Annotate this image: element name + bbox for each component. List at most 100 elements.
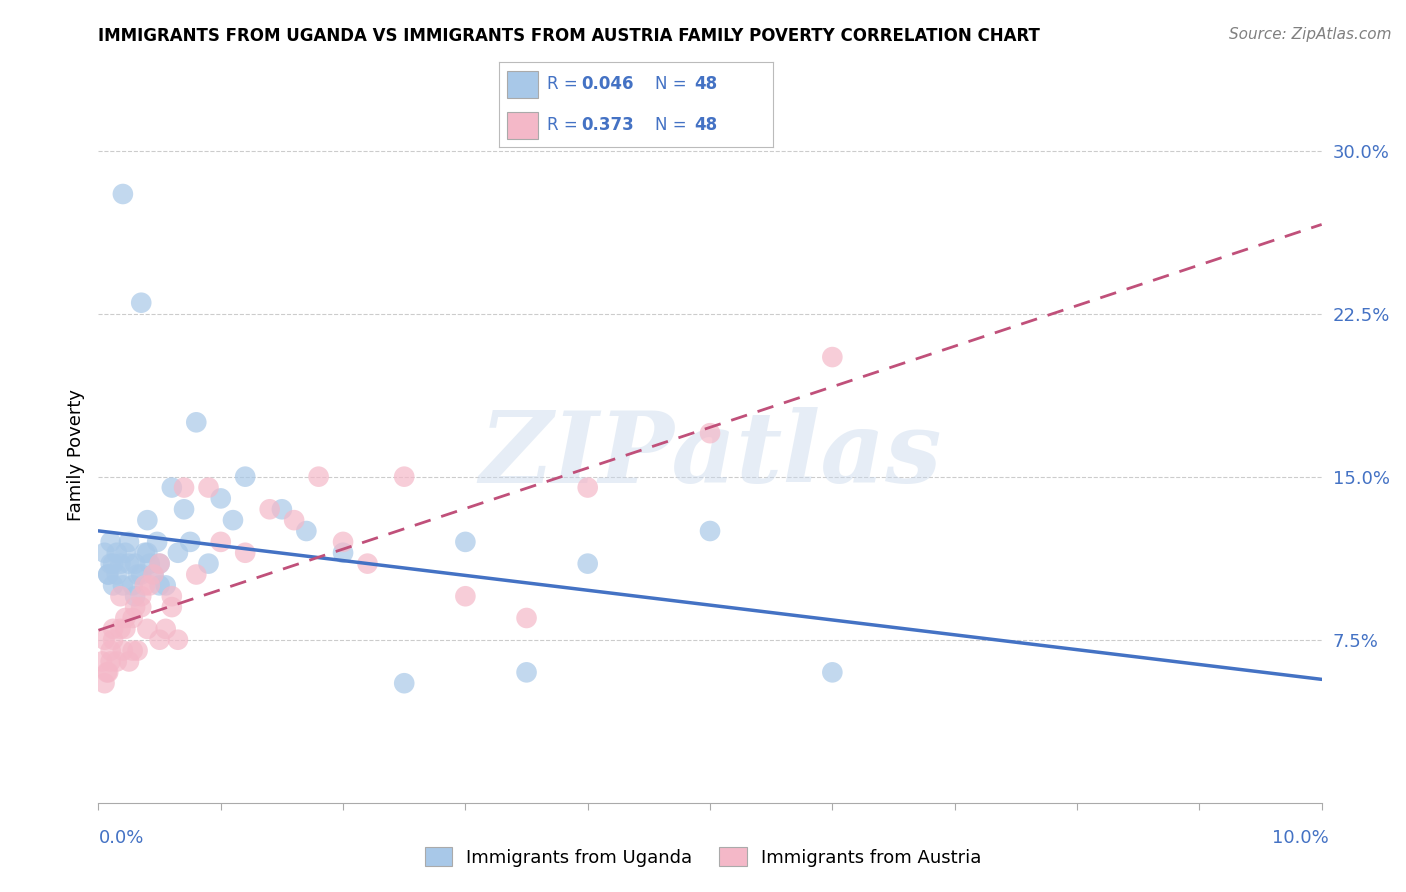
Point — [111, 643, 134, 657]
Text: 0.373: 0.373 — [582, 116, 634, 134]
Point — [173, 502, 195, 516]
Point — [114, 611, 136, 625]
Point — [127, 643, 149, 657]
Point — [121, 611, 143, 625]
Legend: Immigrants from Uganda, Immigrants from Austria: Immigrants from Uganda, Immigrants from … — [418, 840, 988, 874]
Point — [114, 622, 136, 636]
Point — [146, 535, 169, 549]
Point — [332, 546, 354, 560]
Point — [197, 481, 219, 495]
Point — [186, 567, 208, 582]
Text: IMMIGRANTS FROM UGANDA VS IMMIGRANTS FROM AUSTRIA FAMILY POVERTY CORRELATION CHA: IMMIGRANTS FROM UGANDA VS IMMIGRANTS FRO… — [98, 27, 1040, 45]
Point — [149, 578, 172, 592]
Point — [100, 557, 122, 571]
Point — [160, 589, 183, 603]
Text: N =: N = — [655, 76, 688, 94]
Point — [136, 546, 159, 560]
Point — [160, 600, 183, 615]
Point — [121, 578, 143, 592]
Point — [124, 589, 146, 603]
Point — [121, 643, 143, 657]
Point — [129, 589, 152, 603]
Text: ZIPatlas: ZIPatlas — [479, 407, 941, 503]
Point — [114, 546, 136, 560]
Point — [93, 632, 115, 647]
Point — [392, 676, 416, 690]
Point — [516, 665, 538, 680]
Point — [699, 426, 721, 441]
Point — [136, 622, 159, 636]
Point — [160, 481, 183, 495]
Point — [129, 295, 152, 310]
Point — [127, 567, 149, 582]
Point — [295, 524, 318, 538]
Point — [118, 535, 141, 549]
Point — [136, 513, 159, 527]
Point — [142, 567, 165, 582]
Point — [101, 557, 124, 571]
Point — [105, 567, 128, 582]
Point — [167, 546, 190, 560]
Point — [356, 557, 378, 571]
Point — [821, 665, 844, 680]
Point — [139, 557, 162, 571]
Point — [155, 622, 177, 636]
Point — [179, 535, 201, 549]
Bar — [508, 112, 537, 139]
Point — [129, 600, 152, 615]
Point — [105, 546, 128, 560]
Point — [91, 655, 114, 669]
Point — [454, 589, 477, 603]
Point — [93, 676, 115, 690]
Point — [97, 567, 120, 582]
Text: R =: R = — [547, 116, 578, 134]
Point — [100, 643, 122, 657]
Point — [124, 600, 146, 615]
Point — [110, 557, 132, 571]
Point — [105, 655, 128, 669]
Point — [332, 535, 354, 549]
Point — [167, 632, 190, 647]
Text: 48: 48 — [693, 116, 717, 134]
Point — [97, 567, 120, 582]
Point — [576, 481, 599, 495]
Point — [110, 622, 132, 636]
Point — [118, 655, 141, 669]
Text: 48: 48 — [693, 76, 717, 94]
Point — [270, 502, 294, 516]
Bar — [508, 71, 537, 98]
Point — [142, 567, 165, 582]
Point — [149, 632, 172, 647]
Point — [139, 578, 162, 592]
Point — [516, 611, 538, 625]
Point — [209, 491, 232, 506]
Point — [233, 546, 256, 560]
Point — [134, 578, 156, 592]
Point — [101, 632, 124, 647]
Point — [392, 469, 416, 483]
Point — [111, 578, 134, 592]
Point — [576, 557, 599, 571]
Text: N =: N = — [655, 116, 688, 134]
Point — [124, 557, 146, 571]
Point — [259, 502, 281, 516]
Point — [173, 481, 195, 495]
Text: R =: R = — [547, 76, 578, 94]
Point — [699, 524, 721, 538]
Point — [155, 578, 177, 592]
Point — [101, 578, 124, 592]
Point — [101, 622, 124, 636]
Point — [454, 535, 477, 549]
Point — [100, 655, 122, 669]
Point — [233, 469, 256, 483]
Point — [96, 665, 118, 680]
Point — [97, 665, 120, 680]
Point — [308, 469, 330, 483]
Point — [100, 535, 122, 549]
Point — [111, 187, 134, 202]
Point — [149, 557, 172, 571]
Point — [118, 557, 141, 571]
Text: Source: ZipAtlas.com: Source: ZipAtlas.com — [1229, 27, 1392, 42]
Point — [197, 557, 219, 571]
Y-axis label: Family Poverty: Family Poverty — [66, 389, 84, 521]
